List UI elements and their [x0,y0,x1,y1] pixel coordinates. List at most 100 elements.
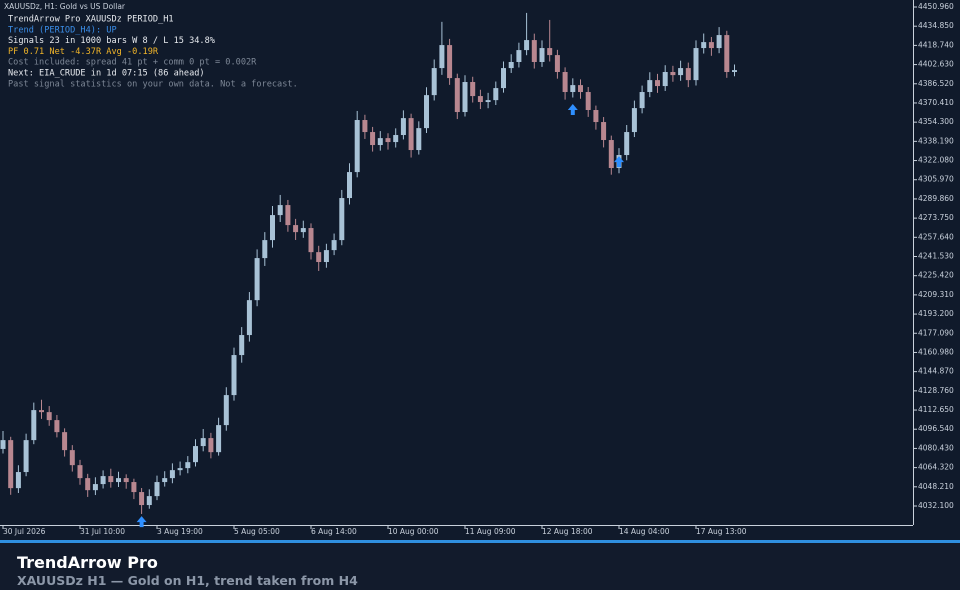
candle-body [424,95,429,129]
candle-body [732,70,737,73]
candle-body [123,478,129,483]
x-tick-label: 11 Aug 09:00 [465,527,516,536]
overlay-line: PF 0.71 Net -4.37R Avg -0.19R [8,47,159,57]
candle-body [362,120,368,133]
candle-body [516,50,522,62]
candle-body [54,420,60,433]
x-tick-label: 3 Aug 19:00 [157,527,203,536]
candle-body [77,465,83,479]
signal-arrow [614,156,624,168]
candle-body [8,440,14,489]
candle-body [485,100,491,103]
y-tick-label: 4386.520 [918,79,954,88]
candle-body [370,132,376,146]
candle-body [169,470,175,479]
y-tick-label: 4434.850 [918,21,954,30]
candle-body [100,476,106,485]
candle-body [323,250,329,263]
y-tick-label: 4048.210 [918,482,954,491]
candle-body [400,118,406,136]
candle-body [39,410,44,413]
candle-body [501,68,506,89]
x-tick-label: 31 Jul 10:00 [80,527,125,536]
candle-body [0,440,6,449]
candle-body [385,138,391,143]
candle-body [262,240,268,259]
overlay-line: Cost included: spread 41 pt + comm 0 pt … [8,58,257,68]
candle-body [393,135,399,143]
y-tick-label: 4354.300 [918,117,954,126]
x-tick-label: 14 Aug 04:00 [619,527,670,536]
candle-body [462,82,468,113]
candle-body [655,80,660,87]
candle-body [685,68,691,81]
y-tick-label: 4257.640 [918,232,954,241]
candle-body [678,68,684,76]
candle-body [239,335,245,356]
candle-body [254,258,260,301]
candle-body [631,108,637,133]
candle-body [701,42,707,49]
candle-body [185,462,191,469]
y-tick-label: 4112.650 [918,405,954,414]
candle-body [716,35,722,49]
candle-body [85,478,91,491]
candle-body [69,450,75,466]
candle-body [177,468,183,471]
candle-body [108,476,114,483]
y-tick-label: 4338.190 [918,136,954,145]
candle-body [593,110,599,123]
footer-subtitle: XAUUSDz H1 — Gold on H1, trend taken fro… [17,573,358,588]
candle-body [647,80,653,93]
y-tick-label: 4193.200 [918,309,954,318]
x-tick-label: 17 Aug 13:00 [696,527,747,536]
candle-body [508,61,514,69]
candle-body [493,88,499,101]
candle-body [624,132,630,156]
x-tick-label: 10 Aug 00:00 [388,527,439,536]
candle-body [531,40,537,62]
candle-body [693,48,699,81]
candle-body [608,140,614,169]
candle-body [578,85,583,93]
overlay-line: Next: EIA_CRUDE in 1d 07:15 (86 ahead) [8,69,205,79]
y-tick-label: 4418.740 [918,40,954,49]
x-tick-label: 12 Aug 18:00 [542,527,593,536]
candle-body [293,225,299,233]
y-tick-label: 4450.960 [918,2,954,11]
candle-body [223,395,229,426]
candle-body [62,432,68,451]
candle-body [570,85,576,93]
candle-body [708,42,714,49]
x-tick-label: 6 Aug 14:00 [311,527,357,536]
overlay-line: Past signal statistics on your own data.… [8,79,298,89]
candle-body [354,120,360,173]
candle-body [316,252,322,263]
candle-body [662,72,668,87]
candle-body [539,48,545,62]
y-tick-label: 4225.420 [918,271,954,280]
signal-arrow [136,516,147,528]
candle-body [585,92,591,111]
chart: XAUUSDz, H1: Gold vs US Dollar 4032.100 4… [0,0,955,536]
candle-body [470,82,476,97]
signal-arrow [567,104,578,116]
candle-body [639,92,645,109]
y-tick-label: 4209.310 [918,290,954,299]
y-tick-label: 4144.870 [918,367,954,376]
y-tick-label: 4160.980 [918,347,954,356]
candle-body [524,40,530,51]
x-tick-label: 5 Aug 05:00 [234,527,280,536]
candle-body [547,48,553,56]
candle-body [562,72,568,93]
x-tick-label: 30 Jul 2026 [3,527,46,536]
y-tick-label: 4080.430 [918,443,954,452]
overlay-line: TrendArrow Pro XAUUSDz PERIOD_H1 [8,15,174,25]
candle-body [308,228,314,253]
candle-body [23,440,29,473]
candle-body [408,118,414,151]
chart-title: XAUUSDz, H1: Gold vs US Dollar [4,2,126,11]
candle-body [139,492,145,506]
candle-body [246,300,252,336]
